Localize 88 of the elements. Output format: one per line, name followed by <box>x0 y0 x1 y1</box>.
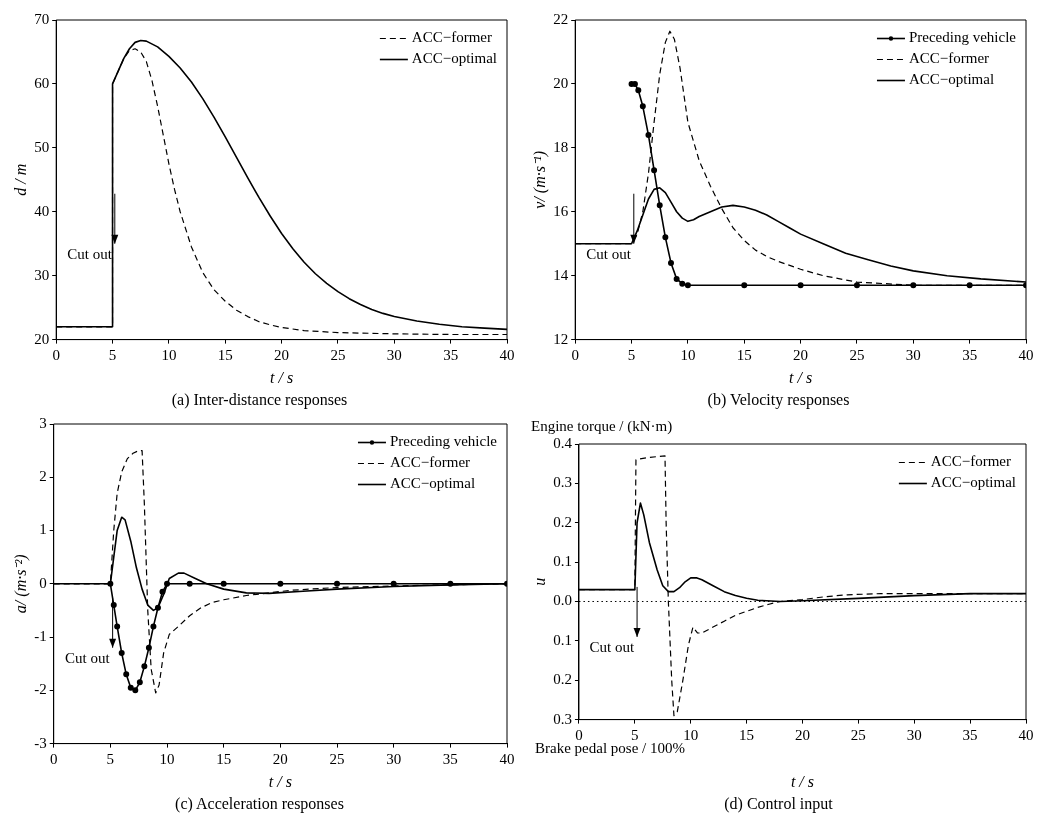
x-tick-label: 15 <box>739 726 755 743</box>
y-tick-label: 16 <box>553 202 569 219</box>
y-tick-label: 70 <box>34 10 50 27</box>
x-tick-label: 25 <box>849 346 865 363</box>
legend-label: ACC−former <box>411 29 492 46</box>
y-tick-label: 0.3 <box>553 474 572 491</box>
x-tick-label: 5 <box>627 346 636 363</box>
legend-label: Preceding vehicle <box>908 29 1017 46</box>
y-tick-label: 2 <box>39 468 47 485</box>
x-tick-label: 0 <box>575 726 583 743</box>
legend-label: ACC−optimal <box>930 474 1017 491</box>
x-tick-label: 40 <box>1018 726 1034 743</box>
x-tick-label: 30 <box>386 346 402 363</box>
x-axis-title: t / s <box>789 369 813 387</box>
legend-label: ACC−former <box>930 453 1011 470</box>
y-tick-label: 0.1 <box>553 553 572 570</box>
text: (d) Control input <box>724 794 834 813</box>
x-tick-label: 25 <box>330 346 346 363</box>
x-tick-label: 30 <box>906 726 922 743</box>
y-tick-label: 14 <box>553 266 569 283</box>
y-tick-label: 12 <box>553 330 569 347</box>
y-tick-label: 50 <box>34 138 50 155</box>
y-tick-label: 1 <box>39 521 47 538</box>
x-tick-label: 40 <box>499 346 515 363</box>
x-tick-label: 25 <box>850 726 866 743</box>
x-tick-label: 5 <box>106 750 115 767</box>
x-tick-label: 15 <box>736 346 752 363</box>
x-tick-label: 20 <box>794 726 810 743</box>
text: Brake pedal pose / 100% <box>535 740 685 757</box>
x-tick-label: 35 <box>442 750 458 767</box>
y-tick-label: 30 <box>34 266 50 283</box>
annotation: Cut out <box>589 639 635 656</box>
x-axis-title: t / s <box>268 773 292 791</box>
y-tick-label: 20 <box>34 330 50 347</box>
x-tick-label: 35 <box>962 346 978 363</box>
y-tick-label: 3 <box>39 414 47 431</box>
x-tick-label: 30 <box>905 346 921 363</box>
x-tick-label: 10 <box>159 750 175 767</box>
x-tick-label: 20 <box>793 346 809 363</box>
y-tick-label: 0.2 <box>553 671 572 688</box>
x-tick-label: 5 <box>108 346 117 363</box>
y-tick-label: 18 <box>553 138 569 155</box>
x-tick-label: 10 <box>683 726 699 743</box>
legend-label: ACC−optimal <box>411 50 498 67</box>
y-tick-label: 0.1 <box>553 631 572 648</box>
legend-label: ACC−former <box>389 454 471 471</box>
chart-subtitle: Engine torque / (kN·m) <box>531 417 673 435</box>
y-axis-title: a/ (m·s⁻²) <box>11 554 30 614</box>
text: (b) Velocity responses <box>707 390 850 409</box>
text: (a) Inter-distance responses <box>171 390 348 409</box>
text: (c) Acceleration responses <box>175 794 344 813</box>
legend-label: ACC−optimal <box>389 475 476 492</box>
x-tick-label: 5 <box>631 726 639 743</box>
legend-label: ACC−optimal <box>908 71 995 88</box>
x-tick-label: 25 <box>329 750 345 767</box>
y-axis-title: u <box>530 577 548 586</box>
y-tick-label: 22 <box>553 10 569 27</box>
annotation: Cut out <box>67 246 113 263</box>
x-tick-label: 35 <box>962 726 978 743</box>
y-tick-label: -2 <box>34 681 47 698</box>
x-axis-title: t / s <box>790 773 815 791</box>
x-tick-label: 35 <box>443 346 459 363</box>
legend-label: Preceding vehicle <box>389 433 498 450</box>
annotation: Cut out <box>65 650 111 667</box>
y-tick-label: 0.4 <box>553 434 573 451</box>
y-tick-label: 0.2 <box>553 513 572 530</box>
y-tick-label: 0.3 <box>553 710 572 727</box>
annotation: Cut out <box>586 246 632 263</box>
y-tick-label: 20 <box>553 74 569 91</box>
legend-label: ACC−former <box>908 50 990 67</box>
y-tick-label: 60 <box>34 74 50 91</box>
y-tick-label: 40 <box>34 202 50 219</box>
x-tick-label: 15 <box>217 346 233 363</box>
x-tick-label: 20 <box>274 346 290 363</box>
x-tick-label: 30 <box>386 750 402 767</box>
y-tick-label: 0.0 <box>553 592 572 609</box>
x-tick-label: 10 <box>680 346 696 363</box>
y-axis-title: d / m <box>11 163 29 196</box>
x-tick-label: 20 <box>272 750 288 767</box>
y-tick-label: -1 <box>34 628 47 644</box>
x-tick-label: 10 <box>161 346 177 363</box>
y-tick-label: -3 <box>34 734 47 751</box>
x-axis-title: t / s <box>270 369 294 387</box>
y-axis-title: v/ (m·s⁻¹) <box>530 150 549 209</box>
x-tick-label: 15 <box>216 750 232 767</box>
x-tick-label: 40 <box>1018 346 1034 363</box>
x-tick-label: 40 <box>499 750 515 767</box>
y-tick-label: 0 <box>39 574 47 591</box>
